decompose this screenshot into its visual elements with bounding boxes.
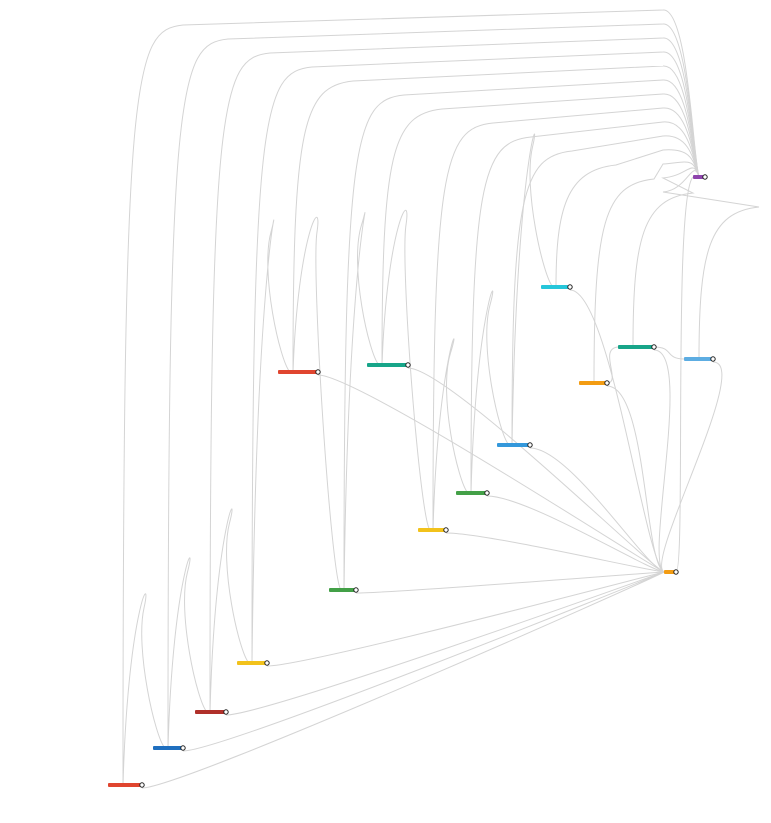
node-bar — [278, 370, 318, 374]
node-bar — [195, 710, 226, 714]
edges — [122, 9, 760, 789]
node-bar — [418, 528, 446, 532]
node-port — [527, 442, 533, 448]
node-port — [353, 587, 359, 593]
edge — [167, 557, 208, 749]
edge — [209, 508, 250, 713]
edge — [632, 167, 700, 348]
edge — [407, 367, 665, 573]
node-port — [443, 527, 449, 533]
node-bar — [618, 345, 654, 349]
node-bar — [541, 285, 570, 289]
edge — [432, 338, 469, 531]
edge — [511, 135, 700, 446]
edge — [167, 23, 700, 749]
node-bar — [108, 783, 142, 787]
edge — [511, 133, 554, 446]
node-bar — [579, 381, 607, 385]
edge — [225, 571, 665, 716]
node-port — [651, 344, 657, 350]
node-bar — [329, 588, 356, 592]
edge — [653, 346, 685, 360]
node-port — [139, 782, 145, 788]
node-bar — [367, 363, 408, 367]
node-bar — [684, 357, 713, 361]
node-port — [710, 356, 716, 362]
edge — [606, 346, 619, 384]
edge — [251, 219, 291, 664]
edge — [251, 51, 700, 664]
nodes — [108, 174, 716, 788]
node-bar — [497, 443, 530, 447]
edge — [141, 571, 665, 789]
edge — [445, 532, 665, 573]
edge — [470, 290, 510, 494]
node-port — [264, 660, 270, 666]
node-bar — [153, 746, 183, 750]
edge — [122, 9, 700, 786]
edge — [381, 209, 431, 531]
edge — [555, 149, 700, 288]
edge — [343, 212, 380, 591]
edge — [122, 593, 166, 786]
edge — [653, 349, 671, 573]
edge — [593, 161, 700, 384]
node-port — [673, 569, 679, 575]
edge — [662, 170, 760, 360]
node-bar — [693, 175, 705, 179]
edge — [661, 361, 723, 573]
node-port — [702, 174, 708, 180]
node-port — [405, 362, 411, 368]
edge — [486, 495, 665, 573]
edge — [209, 37, 700, 713]
node-bar — [237, 661, 267, 665]
edge — [182, 571, 665, 752]
node-port — [604, 380, 610, 386]
edge — [381, 93, 700, 366]
node-port — [484, 490, 490, 496]
edge — [317, 374, 665, 573]
edge — [470, 121, 700, 494]
edge — [432, 107, 700, 531]
edge — [675, 176, 694, 573]
edge — [292, 216, 342, 591]
node-bar — [664, 570, 676, 574]
edge — [292, 65, 700, 373]
edge — [355, 571, 665, 594]
edge — [529, 447, 665, 573]
node-port — [315, 369, 321, 375]
node-port — [223, 709, 229, 715]
edge — [343, 79, 700, 591]
node-port — [567, 284, 573, 290]
edge — [569, 289, 665, 573]
edge — [266, 571, 665, 667]
edge — [606, 385, 665, 573]
node-bar — [456, 491, 487, 495]
node-port — [180, 745, 186, 751]
